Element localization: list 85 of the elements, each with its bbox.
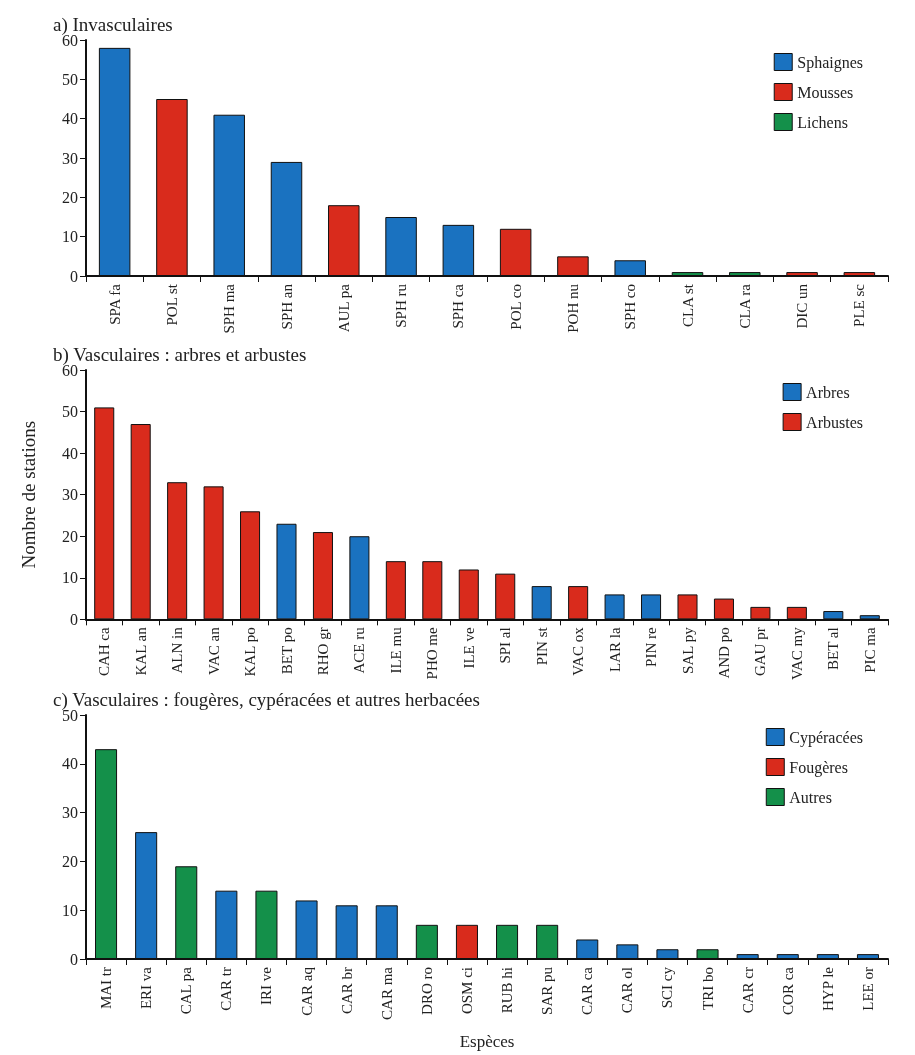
x-tick-label: HYP le	[819, 966, 836, 1012]
x-tick-label: BET al	[825, 627, 842, 670]
y-tick-label: 30	[62, 486, 78, 504]
x-tick-label: PIN st	[533, 626, 550, 666]
x-tick-label: AUL pa	[335, 283, 352, 333]
y-tick-label: 30	[62, 149, 78, 167]
x-tick-label: VAC an	[205, 626, 222, 675]
legend-label: Arbustes	[806, 413, 864, 431]
x-tick-label: KAL po	[242, 627, 259, 677]
legend-label: Lichens	[797, 113, 848, 131]
x-tick-label: SPH ca	[450, 283, 467, 329]
legend-label: Sphaignes	[797, 53, 864, 72]
y-tick-label: 10	[62, 228, 78, 246]
x-tick-label: MAI tr	[98, 967, 115, 1010]
y-tick-label: 0	[70, 950, 78, 968]
x-tick-label: CAR cr	[739, 967, 756, 1014]
x-tick-label: DIC un	[794, 283, 811, 329]
y-tick-label: 20	[62, 188, 78, 206]
x-tick-label: CAR aq	[298, 966, 315, 1016]
x-tick-label: CAR ol	[619, 967, 636, 1014]
x-tick-label: SPH co	[622, 284, 639, 330]
y-tick-label: 0	[70, 267, 78, 285]
x-tick-label: SPH ru	[393, 283, 410, 328]
x-tick-label: GAU pr	[752, 627, 769, 677]
x-tick-label: AND po	[715, 627, 732, 679]
legend-label: Arbres	[806, 383, 850, 401]
x-tick-label: CAR tr	[218, 967, 235, 1011]
legend-label: Autres	[789, 788, 832, 806]
x-tick-label: PHO me	[424, 627, 441, 680]
y-tick-label: 40	[62, 444, 78, 462]
legend-label: Cypéracées	[789, 728, 863, 747]
x-tick-label: LEE or	[859, 967, 876, 1011]
x-tick-label: TRI bo	[699, 967, 716, 1010]
y-tick-label: 20	[62, 852, 78, 870]
y-tick-label: 40	[62, 110, 78, 128]
x-tick-label: DRO ro	[418, 967, 435, 1015]
x-tick-label: CLA ra	[736, 283, 753, 329]
x-tick-label: SPH ma	[221, 283, 238, 334]
x-tick-label: ALN in	[169, 626, 186, 674]
y-axis-title: Nombre de stations	[18, 420, 39, 569]
x-tick-label: CAR br	[338, 967, 355, 1015]
y-tick-label: 30	[62, 804, 78, 822]
x-tick-label: POL st	[163, 283, 180, 326]
x-tick-label: VAC my	[788, 626, 805, 680]
x-tick-label: CAL pa	[178, 966, 195, 1015]
y-tick-label: 50	[62, 403, 78, 421]
x-tick-label: OSM ci	[458, 967, 475, 1015]
x-tick-label: PLE sc	[851, 283, 868, 327]
x-tick-label: SAR pu	[539, 966, 556, 1015]
x-tick-label: VAC ox	[570, 626, 587, 676]
x-tick-label: COR ca	[779, 966, 796, 1015]
x-tick-label: POH nu	[564, 283, 581, 333]
x-tick-label: ACE ru	[351, 626, 368, 674]
x-tick-label: ILE ve	[460, 627, 477, 669]
x-tick-label: CAR ca	[579, 966, 596, 1015]
x-tick-label: SPH an	[278, 283, 295, 330]
x-tick-label: KAL an	[132, 626, 149, 676]
x-tick-label: ILE mu	[387, 626, 404, 674]
chart-title: a) Invasculaires	[53, 14, 173, 36]
legend-label: Mousses	[797, 83, 854, 101]
x-tick-label: POL co	[507, 284, 524, 330]
y-tick-label: 10	[62, 901, 78, 919]
x-axis-title: Espèces	[459, 1032, 515, 1051]
x-tick-label: CAR ma	[378, 966, 395, 1020]
y-tick-label: 10	[62, 569, 78, 587]
chart-title: c) Vasculaires : fougères, cypéracées et autres herbacées	[53, 689, 480, 711]
x-tick-label: LAR la	[606, 627, 623, 672]
y-tick-label: 50	[62, 70, 78, 88]
x-tick-label: SCI cy	[659, 966, 676, 1009]
y-tick-label: 20	[62, 527, 78, 545]
x-tick-label: ERI va	[138, 966, 155, 1010]
x-tick-label: SPA fa	[106, 283, 123, 325]
x-tick-label: RUB hi	[499, 967, 516, 1014]
x-tick-label: BET po	[278, 627, 295, 675]
x-tick-label: CAH ca	[96, 627, 113, 677]
x-tick-label: RHO gr	[314, 627, 331, 676]
x-tick-label: SAL py	[679, 626, 696, 674]
y-tick-label: 40	[62, 755, 78, 773]
x-tick-label: SPI al	[497, 627, 514, 664]
legend-label: Fougères	[789, 758, 848, 777]
x-tick-label: PIC ma	[861, 627, 878, 673]
x-tick-label: CLA st	[679, 283, 696, 327]
y-tick-label: 0	[70, 610, 78, 628]
x-tick-label: IRI ve	[258, 966, 275, 1005]
x-tick-label: PIN re	[643, 627, 660, 667]
